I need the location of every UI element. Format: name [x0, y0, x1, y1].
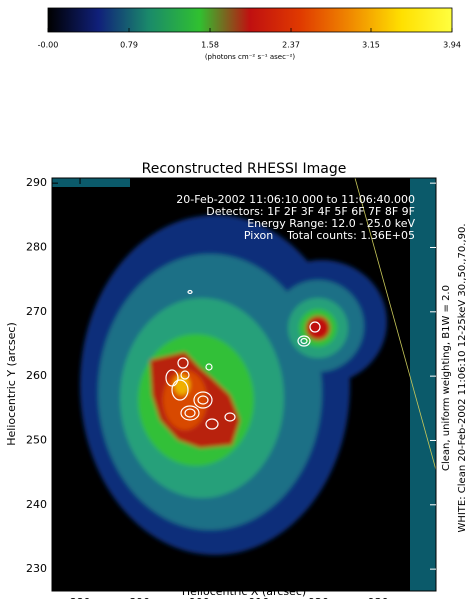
- y-tick-label: 290: [26, 176, 47, 189]
- annotation: Energy Range: 12.0 - 25.0 keV: [247, 217, 415, 230]
- contour: [193, 391, 213, 409]
- emission: [80, 215, 387, 555]
- annotation: Detectors: 1F 2F 3F 4F 5F 6F 7F 8F 9F: [206, 205, 415, 218]
- side-note: WHITE: Clean 20-Feb-2002 11:06:10 12-25k…: [457, 223, 468, 532]
- y-tick-label: 240: [26, 498, 47, 511]
- x-tick-label: -0.00: [38, 41, 59, 50]
- y-tick-label: 250: [26, 433, 47, 446]
- colorbar-label: (photons cm⁻² s⁻¹ asec⁻²): [205, 53, 296, 61]
- edge-strip: [410, 178, 436, 591]
- contour: [300, 337, 308, 345]
- contour: [177, 357, 189, 369]
- plot-frame: [51, 177, 437, 592]
- contour: [171, 379, 189, 401]
- annotation: Pixon Total counts: 1.36E+05: [244, 229, 415, 242]
- image: [52, 178, 436, 591]
- y-tick-label: 260: [26, 369, 47, 382]
- y-tick-label: 280: [26, 240, 47, 253]
- contour: [205, 363, 213, 371]
- contour: [197, 395, 209, 405]
- contour: [205, 418, 219, 430]
- contours: [165, 289, 321, 430]
- contour: [297, 335, 311, 347]
- y-tick-label: 230: [26, 562, 47, 575]
- annotation: 20-Feb-2002 11:06:10.000 to 11:06:40.000: [176, 193, 415, 206]
- contour: [165, 369, 179, 387]
- limb-line: [354, 178, 436, 471]
- y-axis-label: Heliocentric Y (arcsec): [5, 322, 18, 446]
- x-axis-label: Heliocentric X (arcsec): [182, 585, 306, 598]
- x-tick-label: 0.79: [120, 41, 138, 50]
- x-tick-label: 1.58: [201, 41, 219, 50]
- contour: [309, 321, 321, 333]
- chart-title: Reconstructed RHESSI Image: [142, 161, 347, 177]
- contour: [224, 412, 236, 422]
- x-tick-label: 2.37: [282, 41, 300, 50]
- edge-strip: [52, 178, 130, 187]
- contour: [180, 370, 190, 380]
- x-tick-label: 3.15: [362, 41, 380, 50]
- side-note: Clean, uniform weighting, B1W = 2.0: [441, 285, 452, 471]
- y-tick-label: 270: [26, 305, 47, 318]
- emission-level: [306, 316, 330, 340]
- contour: [187, 289, 193, 295]
- x-tick-label: 3.94: [443, 41, 461, 50]
- contour: [184, 408, 196, 418]
- contour: [180, 405, 200, 421]
- colorbar: [47, 7, 453, 33]
